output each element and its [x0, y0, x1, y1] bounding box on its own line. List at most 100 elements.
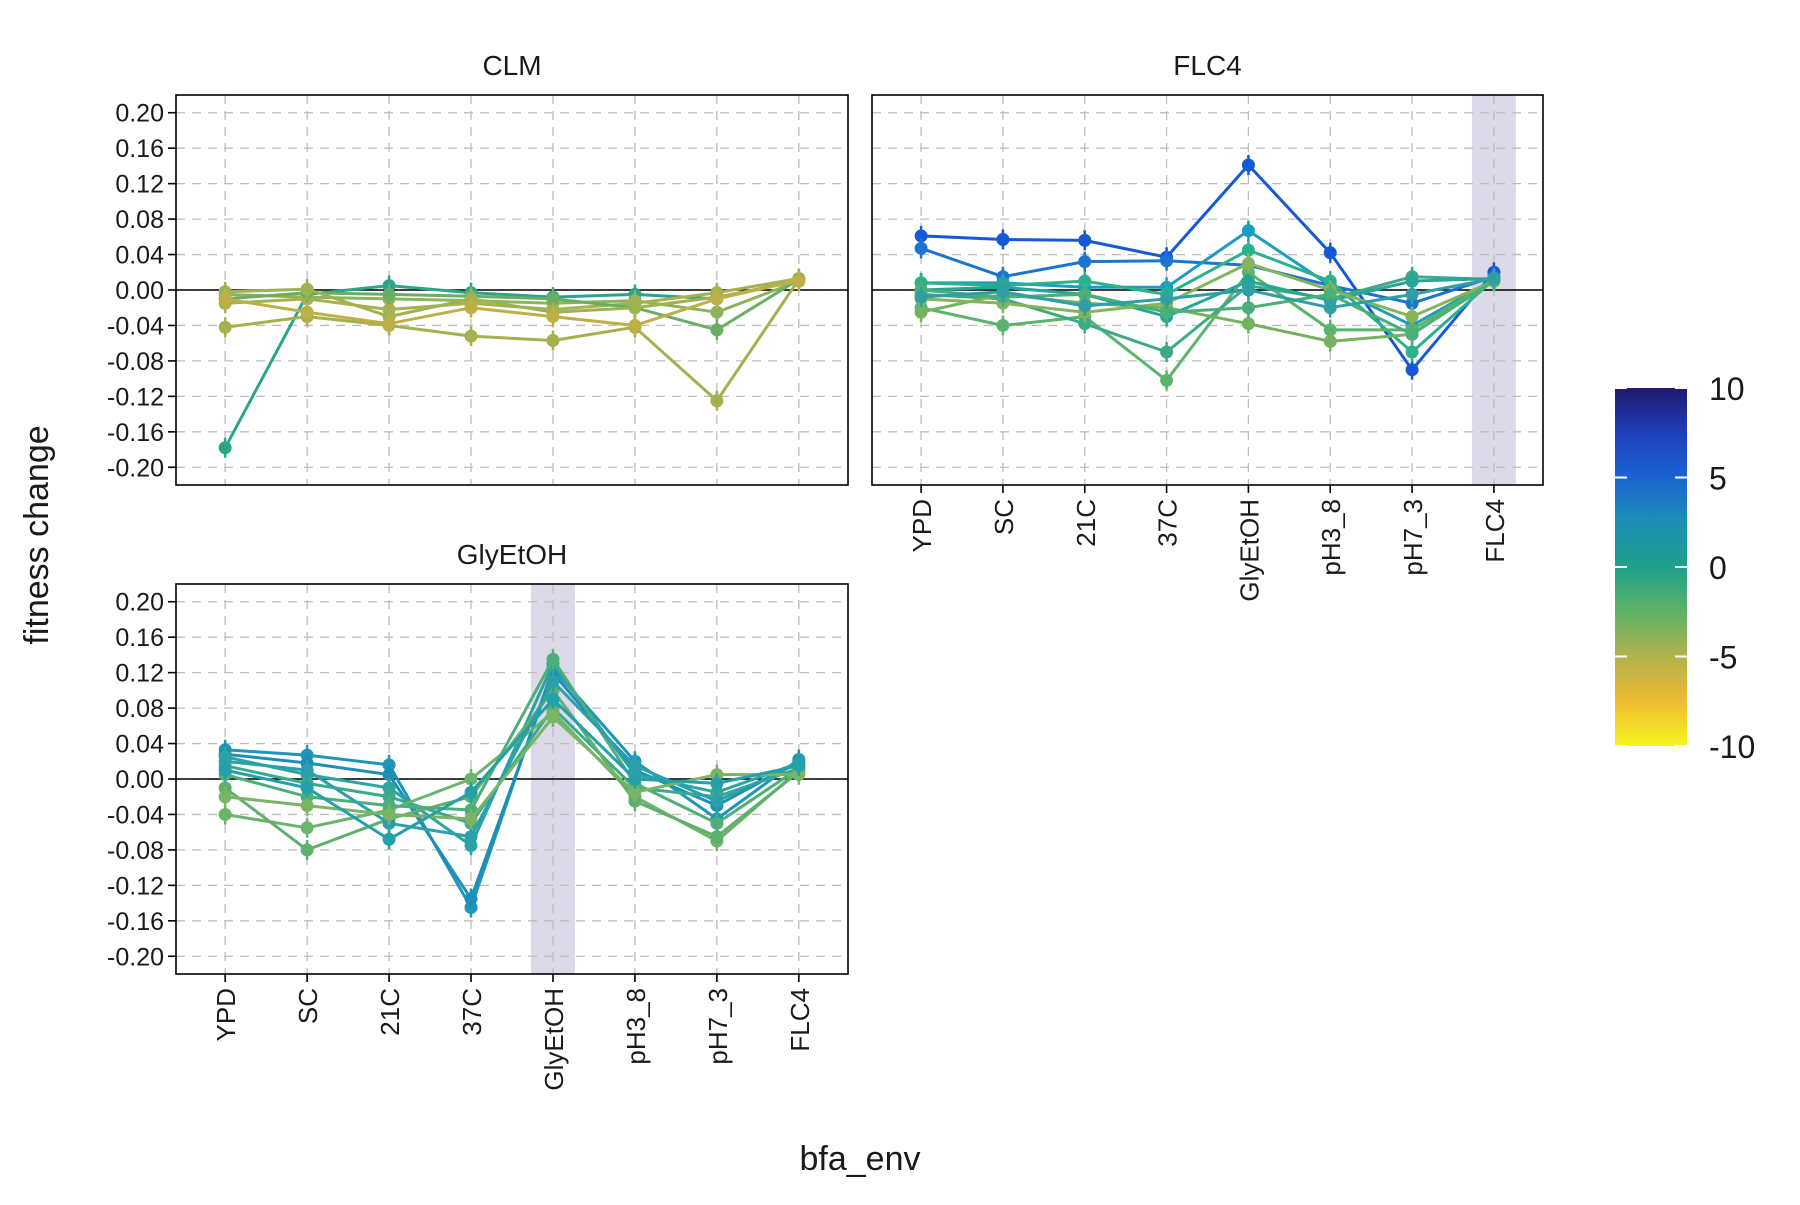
x-tick-label: 21C	[1071, 499, 1101, 547]
series-line	[921, 163, 1496, 372]
x-tick-label: 37C	[457, 988, 487, 1036]
data-point	[792, 273, 806, 287]
data-point	[382, 768, 396, 782]
data-point	[628, 318, 642, 332]
data-point	[1487, 271, 1501, 285]
data-point	[1160, 345, 1174, 359]
data-point	[382, 807, 396, 821]
data-point	[792, 759, 806, 773]
x-tick-label: pH7_3	[703, 988, 733, 1065]
data-point	[1241, 283, 1255, 297]
data-point	[464, 812, 478, 826]
data-point	[1405, 363, 1419, 377]
y-tick-label: -0.12	[107, 383, 164, 411]
data-point	[546, 692, 560, 706]
y-tick-label: 0.00	[115, 766, 164, 794]
data-point	[546, 292, 560, 306]
data-point	[218, 320, 232, 334]
colorbar-tick-label: -10	[1709, 729, 1755, 765]
data-point	[1405, 310, 1419, 324]
panel-border	[871, 94, 1544, 486]
y-tick-label: 0.04	[115, 242, 164, 270]
data-point	[710, 816, 724, 830]
data-point	[914, 305, 928, 319]
x-tick-label: pH3_8	[621, 988, 651, 1065]
data-point	[1323, 323, 1337, 337]
data-point	[546, 710, 560, 724]
x-tick-label: GlyEtOH	[539, 988, 569, 1091]
y-tick-label: -0.12	[107, 872, 164, 900]
data-point	[464, 329, 478, 343]
facet-panels: CLM 0.20 0.16 0.12 0.08 0.04 0.00 -0.04 -0.08 -0.…	[107, 50, 1544, 1091]
data-point	[546, 652, 560, 666]
series-line	[920, 270, 1495, 382]
data-point	[710, 292, 724, 306]
y-tick-label: 0.12	[115, 660, 164, 688]
y-tick-label: 0.20	[115, 100, 164, 128]
data-point	[1078, 274, 1092, 288]
data-point	[1323, 246, 1337, 260]
data-point	[628, 772, 642, 786]
x-tick-label: YPD	[211, 988, 241, 1041]
data-point	[1241, 243, 1255, 257]
series-line	[224, 278, 800, 327]
series-line	[921, 248, 1495, 354]
y-tick-label: -0.04	[107, 312, 164, 340]
data-point	[300, 821, 314, 835]
y-tick-label: -0.04	[107, 801, 164, 829]
data-point	[1078, 317, 1092, 331]
facet-panel-glyetoh: GlyEtOH 0.20 0.16 0.12 0.08 0.04 0.00 -0.04 -0.0…	[107, 539, 849, 1091]
y-tick-label: 0.00	[115, 277, 164, 305]
series-line	[224, 662, 800, 847]
series-line	[921, 261, 1495, 319]
y-tick-label: -0.20	[107, 454, 164, 482]
data-point	[710, 794, 724, 808]
data-point	[464, 830, 478, 844]
data-point	[464, 772, 478, 786]
data-point	[996, 232, 1010, 246]
x-tick-label: pH7_3	[1398, 499, 1428, 576]
data-point	[914, 229, 928, 243]
data-point	[628, 759, 642, 773]
panel-title: FLC4	[1173, 50, 1241, 81]
x-tick-label: pH3_8	[1316, 499, 1346, 576]
colorbar-legend: 10 5 0 -5 -10	[1615, 371, 1755, 765]
y-tick-label: 0.16	[115, 624, 164, 652]
data-point	[218, 441, 232, 455]
x-axis-label: bfa_env	[800, 1140, 921, 1178]
data-point	[1405, 327, 1419, 341]
data-point	[546, 675, 560, 688]
y-tick-label: -0.08	[107, 837, 164, 865]
colorbar-tick-label: 10	[1709, 371, 1745, 407]
y-axis-label: fitness change	[18, 425, 56, 644]
data-point	[996, 285, 1010, 299]
data-point	[382, 287, 396, 301]
data-point	[218, 292, 232, 306]
data-point	[464, 301, 478, 315]
data-point	[914, 290, 928, 304]
data-point	[710, 305, 724, 319]
series-line	[921, 275, 1494, 354]
series-line	[225, 278, 801, 403]
data-point	[218, 807, 232, 821]
data-point	[1323, 334, 1337, 348]
data-point	[710, 830, 724, 844]
data-point	[464, 892, 478, 906]
y-tick-label: -0.08	[107, 348, 164, 376]
data-point	[382, 317, 396, 331]
data-point	[628, 301, 642, 315]
series-line	[225, 715, 799, 821]
y-tick-label: -0.20	[107, 943, 164, 971]
data-point	[914, 241, 928, 255]
series-line	[225, 279, 800, 319]
panel-title: GlyEtOH	[457, 539, 567, 570]
facet-panel-clm: CLM 0.20 0.16 0.12 0.08 0.04 0.00 -0.04 -0.08 -0.…	[107, 50, 849, 486]
data-point	[300, 282, 314, 296]
x-tick-label: YPD	[907, 499, 937, 552]
y-tick-label: 0.08	[115, 695, 164, 723]
data-point	[300, 763, 314, 777]
series-line	[921, 277, 1494, 319]
x-tick-label: FLC4	[1480, 499, 1510, 563]
